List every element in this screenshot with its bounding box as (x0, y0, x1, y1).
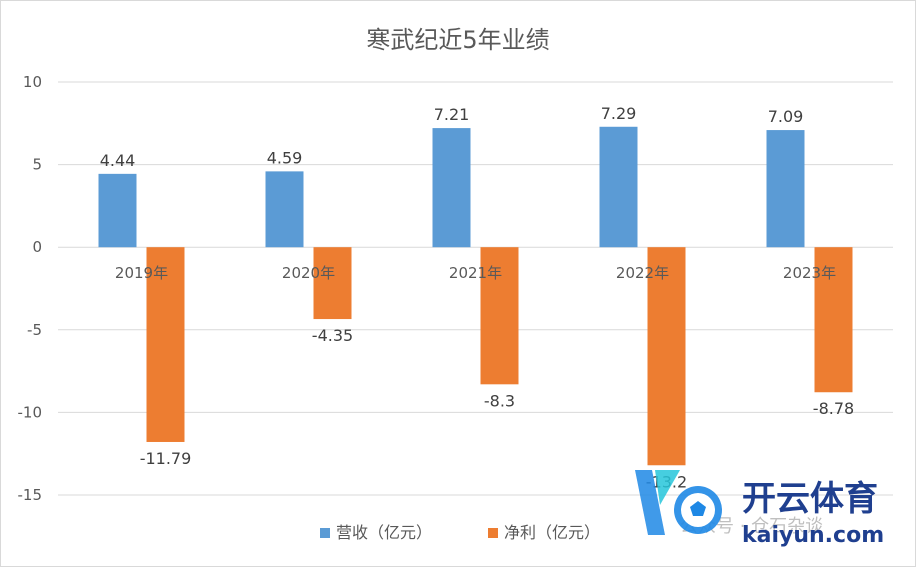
bars (98, 126, 853, 466)
y-tick-label: 10 (23, 73, 42, 91)
net-profit-bar (480, 247, 519, 385)
revenue-data-label: 4.44 (100, 151, 136, 170)
y-tick-label: 0 (32, 238, 42, 256)
y-axis-ticks: 10 5 0 -5 -10 -15 (18, 73, 43, 504)
y-tick-label: -5 (27, 321, 42, 339)
x-category-label: 2022年 (616, 264, 669, 282)
x-category-label: 2020年 (282, 264, 335, 282)
net-profit-bar (647, 247, 686, 466)
legend-swatch-net-profit (488, 528, 498, 538)
revenue-data-label: 7.09 (768, 107, 804, 126)
legend-swatch-revenue (320, 528, 330, 538)
revenue-data-label: 4.59 (267, 148, 303, 167)
legend: 营收（亿元） 净利（亿元） (320, 523, 600, 542)
brand-name: 开云体育 (742, 479, 878, 519)
revenue-data-label: 7.21 (434, 105, 470, 124)
net-profit-data-label: -8.78 (813, 399, 854, 418)
net-profit-bar (814, 247, 853, 393)
revenue-bar (766, 130, 805, 248)
data-labels: 4.44-11.794.59-4.357.21-8.37.29-13.27.09… (100, 104, 855, 491)
net-profit-bar (146, 247, 185, 442)
x-category-label: 2023年 (783, 264, 836, 282)
legend-label-net-profit: 净利（亿元） (504, 523, 600, 542)
net-profit-data-label: -8.3 (484, 391, 515, 410)
y-tick-label: -15 (18, 486, 43, 504)
x-category-label: 2019年 (115, 264, 168, 282)
chart-title: 寒武纪近5年业绩 (366, 26, 550, 54)
legend-label-revenue: 营收（亿元） (336, 523, 432, 542)
y-tick-label: 5 (32, 156, 42, 174)
gridlines (58, 81, 893, 496)
brand-url: kaiyun.com (742, 523, 884, 548)
net-profit-data-label: -4.35 (312, 326, 353, 345)
net-profit-bar (313, 247, 352, 320)
soccer-ball-icon (635, 470, 722, 535)
revenue-data-label: 7.29 (601, 104, 637, 123)
x-axis-categories: 2019年 2020年 2021年 2022年 2023年 (115, 264, 836, 282)
revenue-bar (432, 128, 471, 248)
net-profit-data-label: -11.79 (140, 449, 192, 468)
revenue-bar (599, 126, 638, 248)
revenue-bar (98, 173, 137, 248)
revenue-bar (265, 171, 304, 248)
x-category-label: 2021年 (449, 264, 502, 282)
y-tick-label: -10 (18, 403, 43, 421)
